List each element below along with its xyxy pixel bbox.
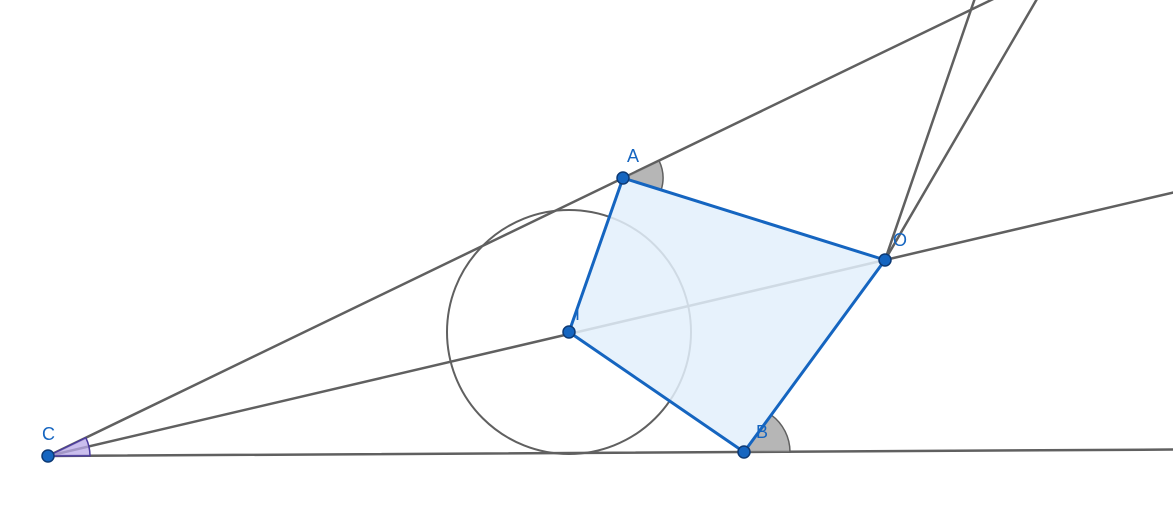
label-a: A bbox=[627, 146, 639, 166]
point-c bbox=[42, 450, 54, 462]
point-o bbox=[879, 254, 891, 266]
ray bbox=[48, 450, 1173, 456]
point-b bbox=[738, 446, 750, 458]
point-i bbox=[563, 326, 575, 338]
label-b: B bbox=[756, 422, 768, 442]
ray bbox=[885, 0, 1008, 260]
quadrilateral-aobi bbox=[569, 178, 885, 452]
label-c: C bbox=[42, 424, 55, 444]
label-i: I bbox=[575, 304, 580, 324]
label-o: O bbox=[893, 230, 907, 250]
point-a bbox=[617, 172, 629, 184]
